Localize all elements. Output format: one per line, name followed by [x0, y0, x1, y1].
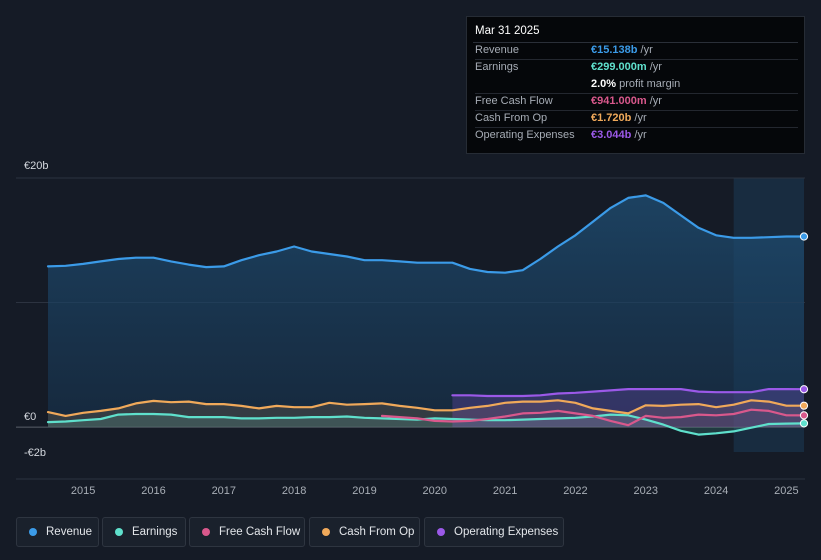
free-cash-flow-line [380, 408, 806, 427]
legend-item-cash-from-op[interactable]: Cash From Op [309, 517, 420, 547]
tooltip-label: Operating Expenses [475, 129, 575, 141]
tooltip-value: €941.000m /yr [591, 95, 662, 107]
y-axis-label: -€2b [24, 447, 46, 459]
tooltip-row-operating-expenses: Operating Expenses €3.044b /yr [475, 127, 798, 144]
operating-expenses-line [451, 388, 806, 398]
operating-expenses-area [452, 389, 804, 428]
x-axis-tick: 2021 [493, 485, 517, 497]
tooltip-label: Free Cash Flow [475, 95, 553, 107]
x-axis-tick: 2016 [141, 485, 165, 497]
legend-item-operating-expenses[interactable]: Operating Expenses [424, 517, 564, 547]
legend-label: Free Cash Flow [219, 526, 301, 538]
x-axis-tick: 2019 [352, 485, 376, 497]
operating-expenses-endpoint [799, 385, 809, 394]
cash-from-op-area [48, 400, 804, 428]
tooltip-value: €299.000m /yr [591, 61, 662, 73]
free-cash-flow-endpoint [799, 411, 809, 420]
tooltip-label: Earnings [475, 61, 519, 73]
tooltip-date: Mar 31 2025 [475, 25, 540, 37]
cash-from-op-line [46, 399, 806, 417]
earnings-endpoint [799, 419, 809, 428]
tooltip-value: €15.138b /yr [591, 44, 653, 56]
tooltip-row-free-cash-flow: Free Cash Flow €941.000m /yr [475, 93, 798, 111]
legend-dot-icon [115, 528, 123, 536]
tooltip-label: Cash From Op [475, 112, 548, 124]
x-axis-tick: 2024 [704, 485, 728, 497]
legend-item-earnings[interactable]: Earnings [102, 517, 186, 547]
revenue-endpoint [799, 232, 809, 241]
legend-item-free-cash-flow[interactable]: Free Cash Flow [189, 517, 305, 547]
legend-label: Earnings [132, 526, 178, 538]
y-axis-label: €0 [24, 411, 36, 423]
legend-dot-icon [322, 528, 330, 536]
x-axis-tick: 2025 [774, 485, 798, 497]
legend-dot-icon [29, 528, 37, 536]
y-axis-label: €20b [24, 160, 48, 172]
x-axis-tick: 2017 [212, 485, 236, 497]
revenue-line [46, 194, 806, 274]
revenue-area [48, 195, 804, 428]
x-axis-tick: 2022 [563, 485, 587, 497]
tooltip-row-cash-from-op: Cash From Op €1.720b /yr [475, 110, 798, 128]
legend-dot-icon [437, 528, 445, 536]
legend-label: Operating Expenses [454, 526, 559, 538]
legend-item-revenue[interactable]: Revenue [16, 517, 99, 547]
tooltip-value: €3.044b /yr [591, 129, 647, 141]
tooltip-row-revenue: Revenue €15.138b /yr [475, 42, 798, 60]
tooltip-value: 2.0% profit margin [591, 78, 681, 90]
tooltip-label: Revenue [475, 44, 520, 56]
legend-label: Revenue [46, 526, 93, 538]
tooltip-row-profit-margin: 2.0% profit margin [475, 76, 798, 94]
tooltip-value: €1.720b /yr [591, 112, 647, 124]
x-axis-tick: 2020 [423, 485, 447, 497]
tooltip-row-earnings: Earnings €299.000m /yr [475, 59, 798, 76]
x-axis-tick: 2018 [282, 485, 306, 497]
x-axis-tick: 2015 [71, 485, 95, 497]
legend-dot-icon [202, 528, 210, 536]
tooltip-panel: Mar 31 2025 Revenue €15.138b /yr Earning… [466, 16, 805, 154]
cash-from-op-endpoint [799, 401, 809, 410]
legend-label: Cash From Op [339, 526, 415, 538]
x-axis-tick: 2023 [634, 485, 658, 497]
